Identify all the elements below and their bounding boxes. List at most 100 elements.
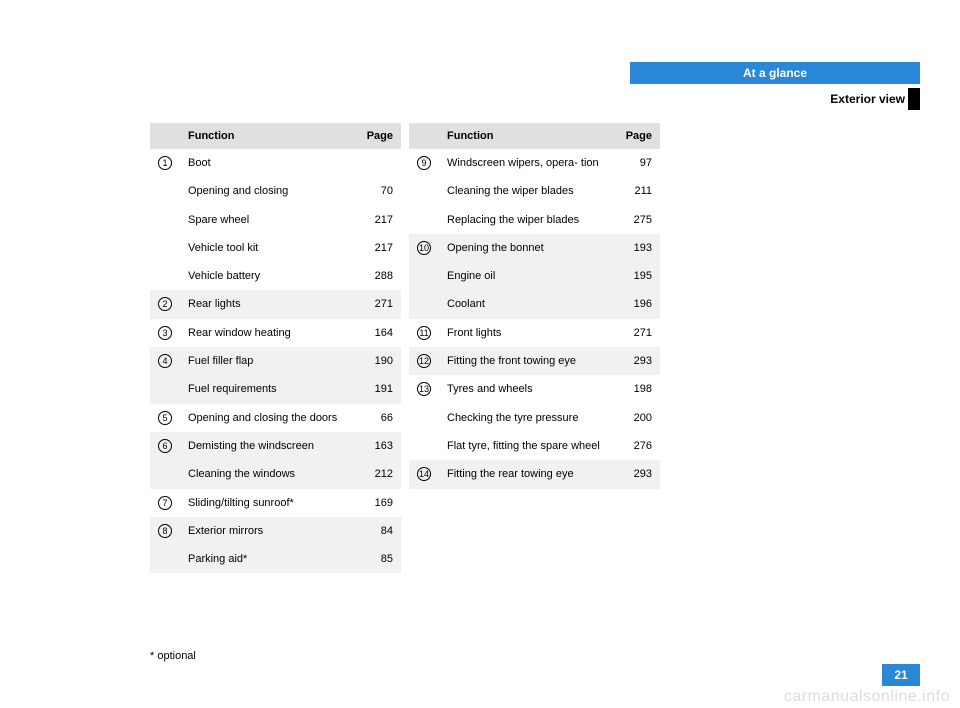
row-label: Opening and closing: [180, 177, 359, 205]
table-row: Engine oil195: [409, 262, 660, 290]
table-row: 14Fitting the rear towing eye293: [409, 460, 660, 488]
row-page: 200: [618, 404, 660, 432]
table-row: 10 Opening the bonnet193: [409, 234, 660, 262]
row-marker: [150, 545, 180, 573]
row-label: Opening the bonnet: [439, 234, 618, 262]
table-row: 5 Opening and closing the doors66: [150, 404, 401, 432]
circled-number: 1: [158, 156, 172, 170]
row-page: 217: [359, 206, 401, 234]
row-label: Coolant: [439, 290, 618, 318]
row-marker: 12: [409, 347, 439, 375]
row-label: Cleaning the wiper blades: [439, 177, 618, 205]
row-marker: 10: [409, 234, 439, 262]
right-column: Function Page 9Windscreen wipers, opera-…: [409, 123, 660, 573]
row-page: 288: [359, 262, 401, 290]
circled-number: 3: [158, 326, 172, 340]
header-function: Function: [180, 123, 359, 149]
table-row: 8 Exterior mirrors84: [150, 517, 401, 545]
header-marker: [908, 88, 920, 110]
table-row: Vehicle battery288: [150, 262, 401, 290]
row-label: Sliding/tilting sunroof*: [180, 489, 359, 517]
circled-number: 5: [158, 411, 172, 425]
row-marker: 5: [150, 404, 180, 432]
row-page: 293: [618, 347, 660, 375]
page-number-value: 21: [894, 668, 907, 682]
row-marker: [409, 262, 439, 290]
row-marker: 13: [409, 375, 439, 403]
row-label: Engine oil: [439, 262, 618, 290]
watermark: carmanualsonline.info: [784, 688, 950, 706]
row-label: Rear window heating: [180, 319, 359, 347]
row-marker: 7: [150, 489, 180, 517]
row-page: 196: [618, 290, 660, 318]
header-page: Page: [359, 123, 401, 149]
circled-number: 14: [417, 467, 431, 481]
row-page: 271: [618, 319, 660, 347]
row-label: Front lights: [439, 319, 618, 347]
row-page: 97: [618, 149, 660, 177]
table-row: Vehicle tool kit217: [150, 234, 401, 262]
left-table: Function Page 1BootOpening and closing70…: [150, 123, 401, 573]
row-marker: 8: [150, 517, 180, 545]
row-marker: [409, 432, 439, 460]
row-label: Checking the tyre pressure: [439, 404, 618, 432]
table-row: Spare wheel217: [150, 206, 401, 234]
row-marker: [150, 177, 180, 205]
row-label: Fuel requirements: [180, 375, 359, 403]
row-page: 190: [359, 347, 401, 375]
row-label: Cleaning the windows: [180, 460, 359, 488]
circled-number: 7: [158, 496, 172, 510]
row-page: 293: [618, 460, 660, 488]
row-marker: [150, 234, 180, 262]
table-row: Parking aid*85: [150, 545, 401, 573]
circled-number: 11: [417, 326, 431, 340]
circled-number: 8: [158, 524, 172, 538]
table-row: 13Tyres and wheels198: [409, 375, 660, 403]
circled-number: 10: [417, 241, 431, 255]
left-column: Function Page 1BootOpening and closing70…: [150, 123, 401, 573]
row-marker: 4: [150, 347, 180, 375]
row-marker: 9: [409, 149, 439, 177]
row-page: 163: [359, 432, 401, 460]
row-label: Parking aid*: [180, 545, 359, 573]
row-page: 193: [618, 234, 660, 262]
row-label: Exterior mirrors: [180, 517, 359, 545]
row-page: 276: [618, 432, 660, 460]
circled-number: 6: [158, 439, 172, 453]
row-page: 66: [359, 404, 401, 432]
row-marker: [409, 290, 439, 318]
table-row: Cleaning the wiper blades211: [409, 177, 660, 205]
row-label: Vehicle battery: [180, 262, 359, 290]
header-blank: [150, 123, 180, 149]
header-function: Function: [439, 123, 618, 149]
row-marker: [409, 206, 439, 234]
table-row: 1Boot: [150, 149, 401, 177]
row-marker: [409, 177, 439, 205]
row-label: Tyres and wheels: [439, 375, 618, 403]
circled-number: 9: [417, 156, 431, 170]
table-row: Flat tyre, fitting the spare wheel276: [409, 432, 660, 460]
circled-number: 13: [417, 382, 431, 396]
row-label: Opening and closing the doors: [180, 404, 359, 432]
row-page: 191: [359, 375, 401, 403]
footnote: * optional: [150, 650, 196, 662]
row-page: 164: [359, 319, 401, 347]
table-row: Coolant196: [409, 290, 660, 318]
row-label: Windscreen wipers, opera- tion: [439, 149, 618, 177]
table-row: 7Sliding/tilting sunroof*169: [150, 489, 401, 517]
row-label: Flat tyre, fitting the spare wheel: [439, 432, 618, 460]
table-row: Opening and closing70: [150, 177, 401, 205]
row-marker: 6: [150, 432, 180, 460]
table-row: 9 Windscreen wipers, opera- tion97: [409, 149, 660, 177]
row-label: Replacing the wiper blades: [439, 206, 618, 234]
row-page: 212: [359, 460, 401, 488]
row-marker: 14: [409, 460, 439, 488]
content-columns: Function Page 1BootOpening and closing70…: [150, 123, 660, 573]
row-marker: 2: [150, 290, 180, 318]
row-page: 70: [359, 177, 401, 205]
row-marker: 1: [150, 149, 180, 177]
row-page: 217: [359, 234, 401, 262]
row-label: Demisting the windscreen: [180, 432, 359, 460]
page-number: 21: [882, 664, 920, 686]
row-page: 84: [359, 517, 401, 545]
